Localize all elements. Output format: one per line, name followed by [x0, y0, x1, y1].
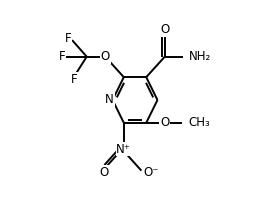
Text: O: O	[99, 166, 109, 179]
Text: NH₂: NH₂	[189, 50, 211, 63]
Text: O: O	[160, 116, 169, 129]
Text: F: F	[71, 73, 77, 86]
Text: CH₃: CH₃	[188, 116, 210, 129]
Text: N⁺: N⁺	[116, 143, 131, 156]
Text: F: F	[65, 32, 72, 45]
Text: F: F	[59, 50, 66, 63]
Text: O⁻: O⁻	[144, 166, 159, 179]
Text: O: O	[101, 50, 110, 63]
Text: N: N	[105, 93, 114, 107]
Text: O: O	[160, 23, 169, 36]
